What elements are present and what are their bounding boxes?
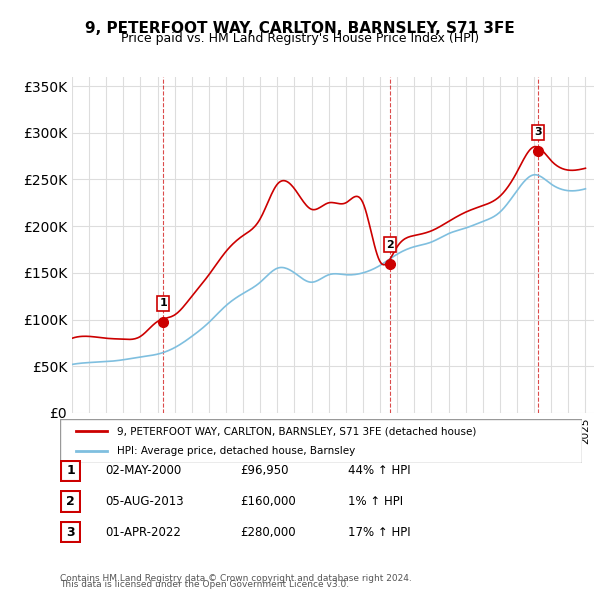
FancyBboxPatch shape: [61, 522, 80, 542]
Text: £160,000: £160,000: [240, 495, 296, 508]
Text: 3: 3: [535, 127, 542, 137]
Text: 44% ↑ HPI: 44% ↑ HPI: [348, 464, 410, 477]
Text: This data is licensed under the Open Government Licence v3.0.: This data is licensed under the Open Gov…: [60, 580, 349, 589]
Text: 2: 2: [386, 240, 394, 250]
Text: 3: 3: [66, 526, 75, 539]
Text: Contains HM Land Registry data © Crown copyright and database right 2024.: Contains HM Land Registry data © Crown c…: [60, 574, 412, 583]
Text: £96,950: £96,950: [240, 464, 289, 477]
Text: £280,000: £280,000: [240, 526, 296, 539]
Text: 9, PETERFOOT WAY, CARLTON, BARNSLEY, S71 3FE: 9, PETERFOOT WAY, CARLTON, BARNSLEY, S71…: [85, 21, 515, 35]
Text: 9, PETERFOOT WAY, CARLTON, BARNSLEY, S71 3FE (detached house): 9, PETERFOOT WAY, CARLTON, BARNSLEY, S71…: [118, 427, 477, 436]
Text: 1: 1: [66, 464, 75, 477]
Text: 02-MAY-2000: 02-MAY-2000: [105, 464, 181, 477]
Text: Price paid vs. HM Land Registry's House Price Index (HPI): Price paid vs. HM Land Registry's House …: [121, 32, 479, 45]
Text: 17% ↑ HPI: 17% ↑ HPI: [348, 526, 410, 539]
Text: 2: 2: [66, 495, 75, 508]
Text: 01-APR-2022: 01-APR-2022: [105, 526, 181, 539]
FancyBboxPatch shape: [60, 419, 582, 463]
Text: 05-AUG-2013: 05-AUG-2013: [105, 495, 184, 508]
FancyBboxPatch shape: [61, 491, 80, 512]
Text: HPI: Average price, detached house, Barnsley: HPI: Average price, detached house, Barn…: [118, 446, 356, 455]
Text: 1: 1: [160, 299, 167, 309]
Text: 1% ↑ HPI: 1% ↑ HPI: [348, 495, 403, 508]
FancyBboxPatch shape: [61, 461, 80, 481]
